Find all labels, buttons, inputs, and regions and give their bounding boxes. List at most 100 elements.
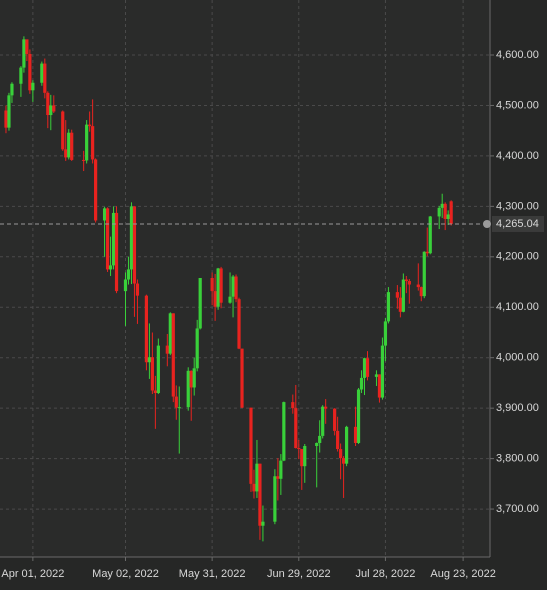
candle-body — [216, 268, 220, 307]
candle-body — [341, 458, 346, 464]
candle-body — [91, 126, 95, 160]
candle-body — [425, 251, 429, 254]
candle-body — [153, 390, 157, 394]
candle-body — [25, 39, 29, 54]
candle-body — [52, 105, 56, 112]
candle-body — [383, 321, 388, 346]
candle-body — [404, 279, 408, 282]
candle-body — [374, 374, 379, 377]
candle-body — [380, 345, 385, 398]
candle-body — [7, 95, 11, 128]
candle-body — [303, 446, 307, 467]
candle-body — [102, 208, 107, 221]
candle-body — [46, 92, 50, 116]
candle-body — [213, 291, 217, 307]
candle-body — [344, 426, 349, 464]
candle-body — [276, 476, 280, 479]
y-tick-label: 3,900.00 — [496, 402, 539, 414]
x-tick-label: Jun 29, 2022 — [267, 568, 331, 580]
candle-body — [174, 396, 178, 408]
candle-body — [237, 299, 241, 349]
candle-body — [129, 206, 134, 270]
candle-body — [28, 53, 32, 91]
candle-body — [282, 402, 286, 461]
candle-body — [449, 201, 453, 224]
plot-area — [0, 0, 490, 557]
x-tick-label: Apr 01, 2022 — [1, 568, 64, 580]
candle-body — [336, 430, 340, 450]
candle-body — [10, 83, 14, 96]
candle-body — [273, 476, 277, 522]
candle-body — [240, 348, 244, 408]
candle-body — [219, 268, 223, 303]
candle-body — [300, 449, 304, 467]
y-tick-label: 3,700.00 — [496, 503, 539, 515]
candle-body — [422, 251, 426, 297]
candle-body — [231, 276, 235, 297]
y-tick-label: 3,800.00 — [496, 453, 539, 465]
candle-body — [4, 110, 8, 128]
candle-body — [315, 442, 319, 447]
candle-body — [321, 406, 325, 436]
candle-body — [82, 159, 86, 161]
candle-body — [291, 402, 295, 409]
candle-body — [94, 159, 98, 221]
x-tick-label: Jul 28, 2022 — [355, 568, 415, 580]
candle-body — [88, 124, 92, 127]
candle-body — [49, 105, 53, 116]
candle-body — [85, 124, 89, 161]
candle-body — [446, 214, 450, 219]
candle-body — [108, 265, 113, 270]
candle-body — [252, 483, 256, 492]
candle-body — [353, 426, 358, 443]
candle-body — [123, 279, 128, 292]
candle-body — [294, 408, 298, 449]
candle-body — [150, 357, 154, 391]
candle-body — [228, 296, 232, 303]
candle-body — [401, 279, 405, 312]
candle-body — [165, 345, 169, 354]
candle-body — [255, 463, 259, 492]
candle-body — [333, 408, 337, 431]
x-tick-label: May 02, 2022 — [92, 568, 159, 580]
candle-body — [339, 449, 343, 459]
candle-body — [359, 377, 364, 390]
candle-body — [210, 277, 214, 292]
candle-body — [168, 313, 172, 354]
candle-body — [144, 295, 149, 363]
candle-body — [419, 287, 423, 297]
candle-body — [318, 435, 322, 443]
candle-body — [132, 206, 137, 284]
candle-body — [156, 345, 160, 394]
y-tick-label: 4,400.00 — [496, 150, 539, 162]
candle-body — [398, 297, 402, 312]
candle-body — [70, 132, 74, 160]
candle-body — [126, 269, 131, 280]
candle-body — [297, 448, 301, 450]
candle-body — [440, 203, 444, 208]
candle-body — [31, 82, 35, 91]
candle-body — [22, 39, 26, 68]
candle-body — [234, 276, 238, 300]
y-tick-label: 4,500.00 — [496, 99, 539, 111]
candle-body — [19, 67, 23, 84]
candle-body — [377, 374, 382, 398]
candle-body — [67, 132, 71, 158]
candle-body — [428, 216, 432, 254]
candle-body — [258, 463, 262, 526]
candle-body — [186, 370, 190, 408]
candle-body — [362, 358, 367, 378]
candle-body — [249, 407, 253, 484]
candle-body — [324, 406, 328, 409]
x-tick-label: Aug 23, 2022 — [430, 568, 495, 580]
candle-body — [198, 277, 202, 329]
candle-body — [135, 283, 140, 296]
candle-body — [61, 111, 65, 150]
candle-body — [189, 370, 193, 388]
candle-body — [177, 407, 181, 409]
candle-body — [365, 358, 370, 377]
candle-body — [416, 284, 420, 288]
y-tick-label: 4,100.00 — [496, 301, 539, 313]
